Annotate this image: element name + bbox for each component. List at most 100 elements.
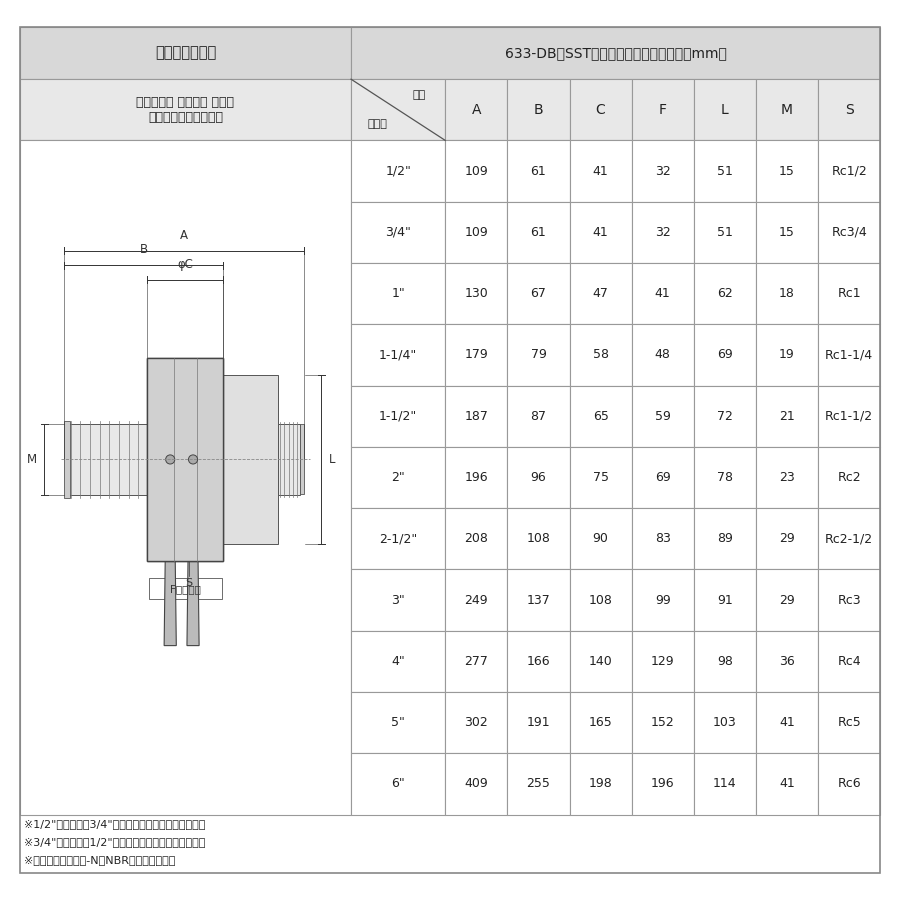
- Text: 65: 65: [592, 410, 608, 423]
- Text: Rc1-1/2: Rc1-1/2: [825, 410, 873, 423]
- Text: 18: 18: [779, 287, 795, 300]
- Text: 191: 191: [526, 716, 550, 729]
- Text: 109: 109: [464, 226, 488, 239]
- Text: 75: 75: [592, 471, 608, 484]
- Text: 129: 129: [651, 655, 674, 668]
- Text: L: L: [328, 453, 335, 466]
- Text: 32: 32: [655, 226, 670, 239]
- Text: 140: 140: [589, 655, 613, 668]
- Text: 208: 208: [464, 532, 488, 545]
- Text: 255: 255: [526, 778, 551, 790]
- Text: 1": 1": [392, 287, 405, 300]
- Text: Rc6: Rc6: [837, 778, 861, 790]
- Text: 3": 3": [392, 593, 405, 607]
- Text: M: M: [27, 453, 37, 466]
- Text: F（対辺）: F（対辺）: [170, 584, 201, 594]
- Text: 152: 152: [651, 716, 675, 729]
- Text: 32: 32: [655, 165, 670, 177]
- Text: Rc1/2: Rc1/2: [832, 165, 867, 177]
- Text: 15: 15: [779, 165, 795, 177]
- Text: 61: 61: [531, 165, 546, 177]
- Text: 302: 302: [464, 716, 488, 729]
- Text: 179: 179: [464, 348, 488, 362]
- Text: 41: 41: [593, 226, 608, 239]
- Text: 103: 103: [713, 716, 737, 729]
- Text: 83: 83: [655, 532, 670, 545]
- Text: 67: 67: [530, 287, 546, 300]
- Text: C: C: [596, 103, 606, 117]
- Text: 59: 59: [655, 410, 670, 423]
- Text: 1/2": 1/2": [385, 165, 411, 177]
- Text: Rc4: Rc4: [837, 655, 861, 668]
- Text: 51: 51: [717, 165, 733, 177]
- Text: 196: 196: [464, 471, 488, 484]
- Text: 15: 15: [779, 226, 795, 239]
- Text: ※3/4"カプラーは1/2"アダプターにも接続できます。: ※3/4"カプラーは1/2"アダプターにも接続できます。: [24, 837, 206, 847]
- Text: ※1/2"カプラーは3/4"アダプターにも接続できます。: ※1/2"カプラーは3/4"アダプターにも接続できます。: [24, 819, 206, 829]
- Text: 108: 108: [589, 593, 613, 607]
- Text: 69: 69: [717, 348, 733, 362]
- Text: 166: 166: [526, 655, 550, 668]
- Text: 36: 36: [779, 655, 795, 668]
- Text: A: A: [180, 229, 188, 242]
- Text: 4": 4": [392, 655, 405, 668]
- Text: 91: 91: [717, 593, 733, 607]
- Text: Rc3/4: Rc3/4: [832, 226, 867, 239]
- Text: 41: 41: [779, 778, 795, 790]
- Text: Rc2-1/2: Rc2-1/2: [825, 532, 873, 545]
- Text: 5": 5": [392, 716, 405, 729]
- Text: 3/4": 3/4": [385, 226, 411, 239]
- Text: 187: 187: [464, 410, 488, 423]
- Text: 6": 6": [392, 778, 405, 790]
- Text: 96: 96: [531, 471, 546, 484]
- Text: S: S: [845, 103, 853, 117]
- Text: B: B: [140, 243, 148, 256]
- Text: F: F: [659, 103, 667, 117]
- Text: 409: 409: [464, 778, 488, 790]
- Text: 109: 109: [464, 165, 488, 177]
- Text: 98: 98: [717, 655, 733, 668]
- Text: 69: 69: [655, 471, 670, 484]
- Text: カムアーム継手: カムアーム継手: [155, 46, 216, 60]
- Text: 165: 165: [589, 716, 613, 729]
- Text: 633-DB　SST　サイズ別寸法表（単位：mm）: 633-DB SST サイズ別寸法表（単位：mm）: [505, 46, 726, 60]
- Text: 29: 29: [779, 593, 795, 607]
- Text: 位置: 位置: [412, 90, 426, 100]
- Text: サイズ: サイズ: [367, 120, 387, 130]
- Text: 72: 72: [717, 410, 733, 423]
- Text: 277: 277: [464, 655, 488, 668]
- Text: 21: 21: [779, 410, 795, 423]
- Text: 23: 23: [779, 471, 795, 484]
- Text: 2": 2": [392, 471, 405, 484]
- Text: 130: 130: [464, 287, 488, 300]
- Text: カムロック カプラー メネジ
ステンレススチール製: カムロック カプラー メネジ ステンレススチール製: [137, 95, 234, 124]
- Text: 90: 90: [592, 532, 608, 545]
- Text: 1-1/4": 1-1/4": [379, 348, 418, 362]
- Text: 99: 99: [655, 593, 670, 607]
- Text: 29: 29: [779, 532, 795, 545]
- Text: 87: 87: [530, 410, 546, 423]
- Text: Rc1-1/4: Rc1-1/4: [825, 348, 873, 362]
- Text: 198: 198: [589, 778, 613, 790]
- Text: A: A: [472, 103, 482, 117]
- Text: L: L: [721, 103, 729, 117]
- Text: Rc5: Rc5: [837, 716, 861, 729]
- Text: 79: 79: [530, 348, 546, 362]
- Text: 2-1/2": 2-1/2": [379, 532, 418, 545]
- Text: Rc2: Rc2: [837, 471, 861, 484]
- Text: 78: 78: [717, 471, 733, 484]
- Text: 1-1/2": 1-1/2": [379, 410, 418, 423]
- Text: 89: 89: [717, 532, 733, 545]
- Text: 58: 58: [592, 348, 608, 362]
- Text: 48: 48: [655, 348, 670, 362]
- Text: 249: 249: [464, 593, 488, 607]
- Text: φC: φC: [177, 257, 194, 271]
- Text: 114: 114: [713, 778, 737, 790]
- Text: 41: 41: [779, 716, 795, 729]
- Text: Rc1: Rc1: [837, 287, 861, 300]
- Text: 47: 47: [592, 287, 608, 300]
- Text: 19: 19: [779, 348, 795, 362]
- Text: 41: 41: [655, 287, 670, 300]
- Text: S: S: [185, 578, 193, 588]
- Text: B: B: [534, 103, 544, 117]
